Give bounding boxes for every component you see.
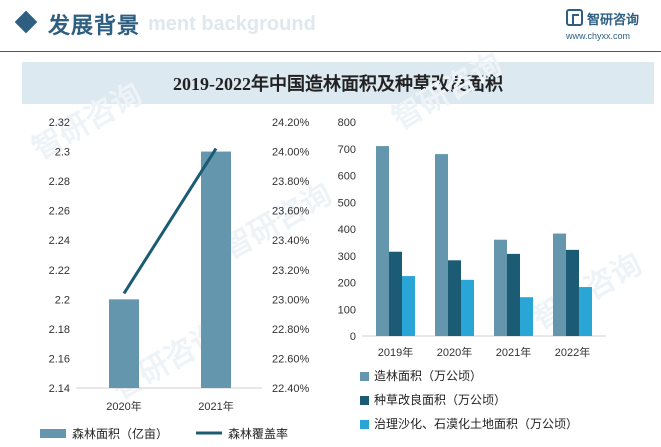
watermark-text: 智研咨询 xyxy=(217,177,338,267)
grouped-bar-series-1 xyxy=(435,154,448,336)
grouped-bar-series-2 xyxy=(448,260,461,336)
grouped-bar-series-1 xyxy=(494,239,507,336)
grouped-bar-series-2 xyxy=(389,251,402,336)
header-watermark: ment background xyxy=(148,13,316,35)
right-y-tick-label: 22.60% xyxy=(272,353,310,365)
right-chart-y-tick-label: 400 xyxy=(338,224,356,236)
grouped-bar-series-3 xyxy=(579,287,592,336)
grouped-bar-series-3 xyxy=(461,279,474,336)
right-legend-label-2: 种草改良面积（万公顷） xyxy=(374,392,506,407)
right-legend-swatch-2 xyxy=(360,396,369,405)
left-y-tick-label: 2.24 xyxy=(49,235,70,247)
right-y-tick-label: 23.40% xyxy=(272,235,310,247)
left-y-tick-label: 2.18 xyxy=(49,324,70,336)
grouped-bar-series-3 xyxy=(520,297,533,336)
right-chart-y-tick-label: 300 xyxy=(338,251,356,263)
forest-area-bar xyxy=(109,299,139,388)
right-chart-y-tick-label: 600 xyxy=(338,171,356,183)
grouped-bar-series-2 xyxy=(507,253,520,336)
logo-url: www.chyxx.com xyxy=(566,31,631,41)
right-legend-label-1: 造林面积（万公顷） xyxy=(374,369,482,383)
legend-swatch-forest-area xyxy=(40,429,66,438)
right-chart-y-tick-label: 0 xyxy=(350,331,356,343)
section-title: 发展背景 xyxy=(48,14,141,39)
right-y-tick-label: 24.00% xyxy=(272,147,310,159)
left-y-tick-label: 2.26 xyxy=(49,206,70,218)
left-y-tick-label: 2.2 xyxy=(55,294,70,306)
grouped-bar-series-1 xyxy=(553,233,566,336)
coverage-line xyxy=(122,147,218,295)
right-y-tick-label: 23.60% xyxy=(272,206,310,218)
left-y-tick-label: 2.22 xyxy=(49,265,70,277)
right-chart-x-tick-label: 2019年 xyxy=(378,345,413,359)
right-chart-y-tick-label: 500 xyxy=(338,197,356,209)
right-chart-x-tick-label: 2021年 xyxy=(496,345,531,359)
header-divider xyxy=(0,51,661,52)
legend-label-coverage: 森林覆盖率 xyxy=(228,426,288,441)
grouped-bar-series-1 xyxy=(376,146,389,336)
right-chart-y-tick-label: 800 xyxy=(338,117,356,129)
left-x-tick-label: 2020年 xyxy=(106,399,141,413)
left-y-tick-label: 2.16 xyxy=(49,353,70,365)
grouped-bar-series-3 xyxy=(402,276,415,336)
right-chart-y-tick-label: 100 xyxy=(338,304,356,316)
logo-mark-icon xyxy=(566,9,583,26)
watermark-text: 智研咨询 xyxy=(27,77,148,167)
left-y-tick-label: 2.3 xyxy=(55,147,70,159)
right-y-tick-label: 23.20% xyxy=(272,265,310,277)
left-x-tick-label: 2021年 xyxy=(198,399,233,413)
right-chart-x-tick-label: 2022年 xyxy=(555,345,590,359)
logo-text: 智研咨询 xyxy=(587,13,640,28)
watermark-text: 智研咨询 xyxy=(387,47,508,137)
right-legend-swatch-3 xyxy=(360,420,369,429)
right-y-tick-label: 22.80% xyxy=(272,324,310,336)
grouped-bar-series-2 xyxy=(566,249,579,336)
chart-title: 2019-2022年中国造林面积及种草改良面积 xyxy=(173,74,503,94)
right-y-tick-label: 23.80% xyxy=(272,176,310,188)
forest-area-bar xyxy=(201,151,231,388)
right-y-tick-label: 23.00% xyxy=(272,294,310,306)
right-y-tick-label: 24.20% xyxy=(272,117,310,129)
right-chart-y-tick-label: 200 xyxy=(338,278,356,290)
chart-title-band: 2019-2022年中国造林面积及种草改良面积 xyxy=(22,62,654,104)
left-y-tick-label: 2.14 xyxy=(49,383,70,395)
right-chart-x-tick-label: 2020年 xyxy=(437,345,472,359)
legend-label-forest-area: 森林面积（亿亩） xyxy=(72,426,168,441)
brand-logo: 智研咨询 www.chyxx.com xyxy=(566,9,656,49)
right-legend-swatch-1 xyxy=(360,372,369,381)
left-y-tick-label: 2.28 xyxy=(49,176,70,188)
left-y-tick-label: 2.32 xyxy=(49,117,70,129)
page-header: 发展背景 ment background 智研咨询 www.chyxx.com xyxy=(0,0,661,48)
right-y-tick-label: 22.40% xyxy=(272,383,310,395)
right-legend-label-3: 治理沙化、石漠化土地面积（万公顷） xyxy=(374,417,578,431)
right-chart-y-tick-label: 700 xyxy=(338,144,356,156)
